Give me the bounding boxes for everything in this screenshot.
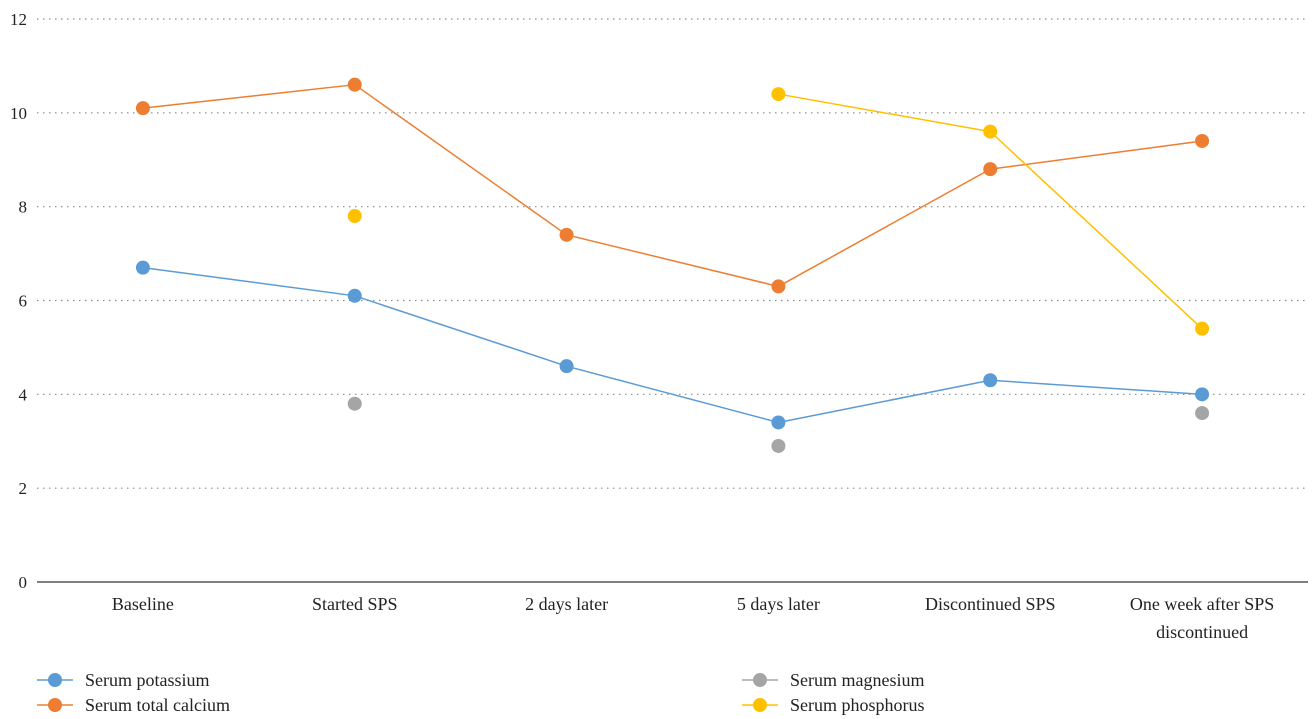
y-tick-label: 0 — [19, 573, 28, 592]
data-point — [135, 260, 150, 275]
data-point — [347, 288, 362, 303]
x-category-label: Discontinued SPS — [925, 594, 1056, 614]
legend-item: Serum phosphorus — [742, 695, 925, 715]
x-category-label: Started SPS — [312, 594, 398, 614]
data-point — [1195, 321, 1210, 336]
legend-marker — [753, 698, 767, 712]
series-line-segment — [142, 266, 355, 297]
x-category-label: One week after SPS discontinued — [1130, 594, 1274, 642]
x-tick-label: 2 days later — [525, 594, 608, 614]
series-line-segment — [354, 295, 567, 367]
legend-marker — [48, 673, 62, 687]
y-axis-tick-labels: 0 2 4 6 8 10 12 — [10, 10, 28, 592]
data-point — [347, 77, 362, 92]
series-line-segment — [778, 93, 991, 133]
data-point — [1195, 133, 1210, 148]
series-line-segment — [778, 168, 991, 288]
data-point — [983, 124, 998, 139]
data-point — [559, 227, 574, 242]
series-line-segment — [566, 234, 779, 288]
series-line-segment — [989, 131, 1203, 330]
data-point — [347, 396, 362, 411]
legend-item: Serum magnesium — [742, 670, 924, 690]
legend-label: Serum total calcium — [85, 695, 230, 715]
y-tick-label: 12 — [10, 10, 27, 29]
y-tick-label: 8 — [19, 198, 28, 217]
data-point — [771, 87, 786, 102]
series-line-segment — [990, 140, 1203, 170]
y-tick-label: 4 — [19, 385, 28, 404]
x-tick-label: 5 days later — [737, 594, 820, 614]
series-line-segment — [354, 84, 568, 236]
series-serum-magnesium — [347, 396, 1210, 453]
series-line-segment — [142, 83, 355, 109]
legend-item: Serum potassium — [37, 670, 210, 690]
x-tick-label: Discontinued SPS — [925, 594, 1056, 614]
data-point — [771, 279, 786, 294]
x-tick-label: Baseline — [112, 594, 174, 614]
data-point — [771, 415, 786, 430]
x-axis-category-labels: Baseline Started SPS 2 days later 5 days la… — [112, 594, 1274, 642]
series-group — [135, 77, 1210, 453]
legend-marker — [48, 698, 62, 712]
x-category-label: 2 days later — [525, 594, 608, 614]
legend: Serum potassium Serum total calcium Serum … — [37, 670, 925, 715]
x-tick-label: One week after SPS — [1130, 594, 1274, 614]
series-serum-phosphorus — [347, 87, 1210, 336]
series-serum-potassium — [135, 260, 1210, 430]
legend-label: Serum phosphorus — [790, 695, 925, 715]
legend-item: Serum total calcium — [37, 695, 230, 715]
y-tick-label: 6 — [19, 292, 28, 311]
series-line-segment — [778, 379, 991, 424]
legend-label: Serum magnesium — [790, 670, 924, 690]
data-point — [135, 101, 150, 116]
series-line-segment — [990, 379, 1203, 396]
grid-lines — [37, 18, 1308, 489]
x-tick-label: discontinued — [1156, 622, 1248, 642]
data-point — [983, 373, 998, 388]
data-point — [1195, 387, 1210, 402]
y-tick-label: 2 — [19, 479, 28, 498]
legend-marker — [753, 673, 767, 687]
y-tick-label: 10 — [10, 104, 27, 123]
x-tick-label: Started SPS — [312, 594, 398, 614]
series-line-segment — [566, 365, 779, 424]
data-point — [1195, 406, 1210, 421]
legend-label: Serum potassium — [85, 670, 210, 690]
data-point — [983, 162, 998, 177]
data-point — [771, 438, 786, 453]
x-category-label: Baseline — [112, 594, 174, 614]
data-point — [559, 359, 574, 374]
data-point — [347, 209, 362, 224]
x-category-label: 5 days later — [737, 594, 820, 614]
